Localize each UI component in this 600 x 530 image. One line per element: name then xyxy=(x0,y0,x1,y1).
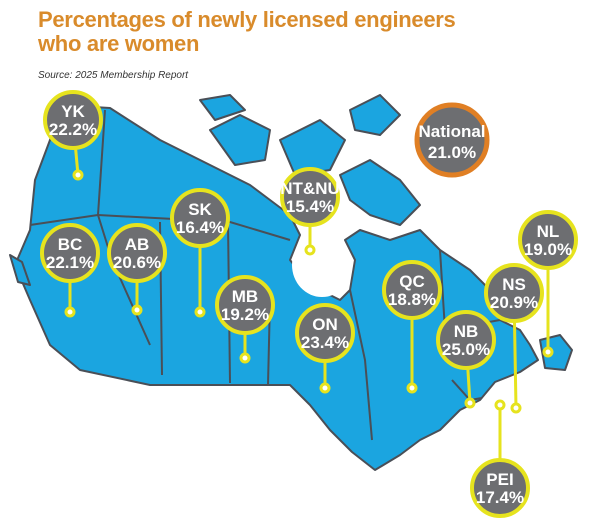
region-code: NT&NU xyxy=(280,179,340,198)
callout-circle xyxy=(40,223,100,283)
region-value: 20.6% xyxy=(113,253,161,272)
callout-circle xyxy=(43,90,103,150)
arctic-island xyxy=(199,94,246,121)
region-value: 18.8% xyxy=(388,290,436,309)
leader-dot xyxy=(64,306,76,318)
region-code: MB xyxy=(232,287,258,306)
region-value: 17.4% xyxy=(476,488,524,507)
national-callout: National 21.0% xyxy=(414,102,490,178)
leader-dot xyxy=(406,382,418,394)
callout-circle xyxy=(470,458,530,518)
leader-dot xyxy=(494,399,506,411)
leader-dot xyxy=(510,402,522,414)
title: Percentages of newly licensed engineers … xyxy=(38,7,456,56)
arctic-island xyxy=(339,159,421,226)
region-code: AB xyxy=(125,235,150,254)
leader-dot xyxy=(319,382,331,394)
leader-dot xyxy=(194,306,206,318)
callout-circle xyxy=(382,260,442,320)
callout-circle xyxy=(295,303,355,363)
vancouver-island xyxy=(9,254,31,286)
region-value: 16.4% xyxy=(176,218,224,237)
region-code: QC xyxy=(399,272,425,291)
callout-circle xyxy=(436,310,496,370)
national-value: 21.0% xyxy=(428,143,476,162)
leader-dot xyxy=(131,304,143,316)
region-value: 25.0% xyxy=(442,340,490,359)
region-value: 19.0% xyxy=(524,240,572,259)
source: Source: 2025 Membership Report xyxy=(38,70,189,81)
leader-dot xyxy=(239,352,251,364)
arctic-island xyxy=(279,119,346,176)
callout-circle xyxy=(280,167,340,227)
arctic-island xyxy=(209,114,271,166)
region-code: PEI xyxy=(486,470,513,489)
region-code: NS xyxy=(502,275,526,294)
callout-circle xyxy=(107,223,167,283)
region-value: 15.4% xyxy=(286,197,334,216)
region-code: NL xyxy=(537,222,560,241)
region-value: 23.4% xyxy=(301,333,349,352)
region-code: YK xyxy=(61,102,85,121)
region-value: 20.9% xyxy=(490,293,538,312)
canada-map xyxy=(9,94,573,471)
leader-dot xyxy=(72,169,84,181)
region-code: ON xyxy=(312,315,338,334)
leader-dot xyxy=(464,397,476,409)
national-label: National xyxy=(418,122,485,141)
callout-circle xyxy=(215,275,275,335)
callout-circle xyxy=(170,188,230,248)
national-circle xyxy=(414,102,490,178)
mainland xyxy=(14,104,539,471)
hudson-bay xyxy=(292,233,352,297)
leader-dot xyxy=(304,244,316,256)
region-code: SK xyxy=(188,200,212,219)
region-value: 19.2% xyxy=(221,305,269,324)
callout-circle xyxy=(484,263,544,323)
region-value: 22.2% xyxy=(49,120,97,139)
callout-circle xyxy=(518,210,578,270)
region-code: NB xyxy=(454,322,479,341)
leader-dot xyxy=(542,346,554,358)
region-value: 22.1% xyxy=(46,253,94,272)
region-code: BC xyxy=(58,235,83,254)
arctic-island xyxy=(349,94,401,136)
